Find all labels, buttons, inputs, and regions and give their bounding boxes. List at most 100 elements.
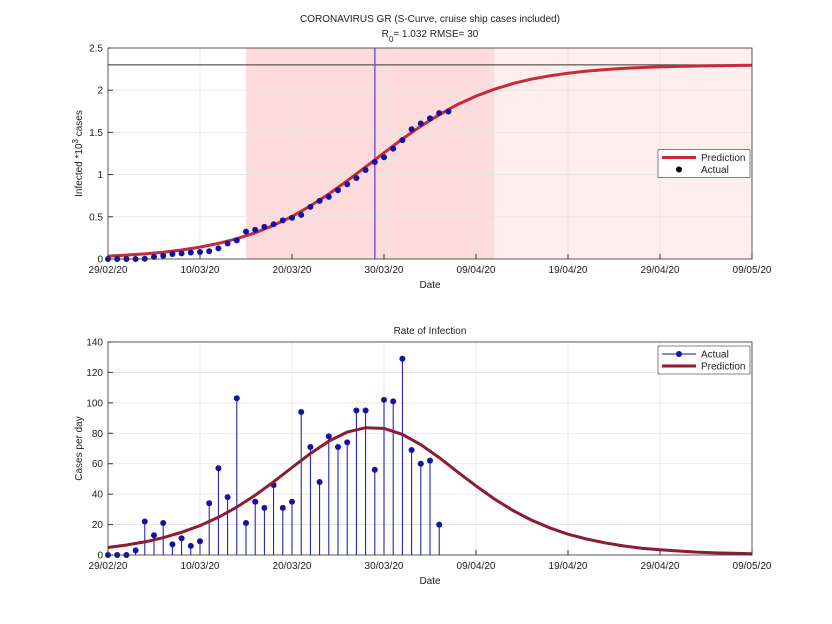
y-label-text: Infected *10 xyxy=(74,143,85,197)
data-point xyxy=(362,407,369,414)
data-point xyxy=(261,504,268,511)
x-tick-label: 30/03/20 xyxy=(365,561,404,572)
legend-label: Prediction xyxy=(701,362,745,373)
y-tick-label: 1 xyxy=(97,170,103,181)
x-tick-label: 20/03/20 xyxy=(273,561,312,572)
data-point xyxy=(261,223,268,230)
data-point xyxy=(252,498,259,505)
data-point xyxy=(436,521,443,528)
chart-subtitle: R0= 1.032 RMSE= 30 xyxy=(382,29,479,44)
data-point xyxy=(436,110,443,117)
data-point xyxy=(169,251,176,258)
data-point xyxy=(381,154,387,161)
data-point xyxy=(427,457,433,464)
data-point xyxy=(344,181,351,188)
y-tick-label: 60 xyxy=(92,459,104,470)
data-point xyxy=(197,538,203,545)
y-tick-label: 0.5 xyxy=(89,212,103,223)
data-point xyxy=(141,518,148,525)
data-point xyxy=(417,460,424,467)
data-point xyxy=(371,159,378,166)
data-point xyxy=(206,248,213,255)
data-point xyxy=(298,211,305,218)
legend-box xyxy=(657,345,751,375)
x-tick-label: 10/03/20 xyxy=(181,561,220,572)
data-point xyxy=(279,504,286,511)
chart-title: Rate of Infection xyxy=(394,326,467,337)
data-point xyxy=(298,408,305,415)
x-tick-label: 09/05/20 xyxy=(733,265,772,276)
x-tick-label: 09/05/20 xyxy=(733,561,772,572)
data-point xyxy=(270,221,277,228)
y-tick-label: 80 xyxy=(92,429,104,440)
axes-box xyxy=(107,341,753,556)
data-point xyxy=(151,532,157,539)
y-tick-label: 2 xyxy=(97,86,103,97)
data-point xyxy=(178,535,185,542)
legend-marker xyxy=(676,351,682,357)
x-tick-label: 09/04/20 xyxy=(457,265,496,276)
data-point xyxy=(316,478,323,485)
subtitle-subscript: 0 xyxy=(389,35,394,44)
data-point xyxy=(187,249,194,256)
data-point xyxy=(408,126,415,133)
data-point xyxy=(169,541,176,548)
data-point xyxy=(316,197,323,204)
subtitle-text: = 1.032 RMSE= 30 xyxy=(393,29,478,40)
y-tick-label: 120 xyxy=(86,368,103,379)
data-point xyxy=(325,193,332,200)
data-point xyxy=(399,355,406,362)
legend-label: Prediction xyxy=(701,153,745,164)
y-label-superscript: 3 xyxy=(71,138,80,143)
data-point xyxy=(279,217,286,224)
y-tick-label: 2.5 xyxy=(89,44,103,55)
data-point xyxy=(362,167,369,174)
y-axis-label: Cases per day xyxy=(74,416,85,480)
data-point xyxy=(197,248,203,255)
data-point xyxy=(335,187,341,194)
data-point xyxy=(289,214,295,221)
data-point xyxy=(160,252,167,259)
data-point xyxy=(353,175,360,182)
legend-box xyxy=(657,149,751,178)
y-tick-label: 100 xyxy=(86,398,103,409)
data-point xyxy=(344,439,351,446)
chart-title: CORONAVIRUS GR (S-Curve, cruise ship cas… xyxy=(300,14,560,25)
data-point xyxy=(233,237,240,244)
data-point xyxy=(390,398,397,405)
x-tick-label: 20/03/20 xyxy=(273,265,312,276)
data-point xyxy=(390,145,397,152)
y-tick-label: 1.5 xyxy=(89,128,103,139)
x-axis-label: Date xyxy=(419,576,441,587)
x-tick-label: 09/04/20 xyxy=(457,561,496,572)
data-point xyxy=(187,542,194,549)
data-point xyxy=(215,245,222,252)
y-tick-label: 0 xyxy=(97,551,103,562)
data-point xyxy=(243,520,249,527)
legend-label: Actual xyxy=(701,350,729,361)
data-point xyxy=(408,447,415,454)
data-point xyxy=(417,120,424,127)
x-tick-label: 19/04/20 xyxy=(549,265,588,276)
x-tick-label: 29/04/20 xyxy=(641,561,680,572)
data-point xyxy=(307,443,314,450)
legend-marker xyxy=(676,166,682,173)
data-point xyxy=(445,108,452,115)
x-axis-label: Date xyxy=(419,280,441,291)
data-point xyxy=(215,465,222,472)
data-point xyxy=(252,226,259,233)
data-point xyxy=(243,228,249,235)
prediction-line xyxy=(107,426,753,556)
data-point xyxy=(233,395,240,402)
data-point xyxy=(427,115,433,122)
y-axis-label: Infected *103 cases xyxy=(71,110,86,197)
data-point xyxy=(206,500,213,507)
y-label-suffix: cases xyxy=(74,110,85,139)
data-point xyxy=(399,137,406,144)
x-tick-label: 29/02/20 xyxy=(89,265,128,276)
x-tick-label: 30/03/20 xyxy=(365,265,404,276)
data-point xyxy=(224,494,231,501)
x-tick-label: 29/04/20 xyxy=(641,265,680,276)
y-label-text: Cases per day xyxy=(74,416,85,480)
